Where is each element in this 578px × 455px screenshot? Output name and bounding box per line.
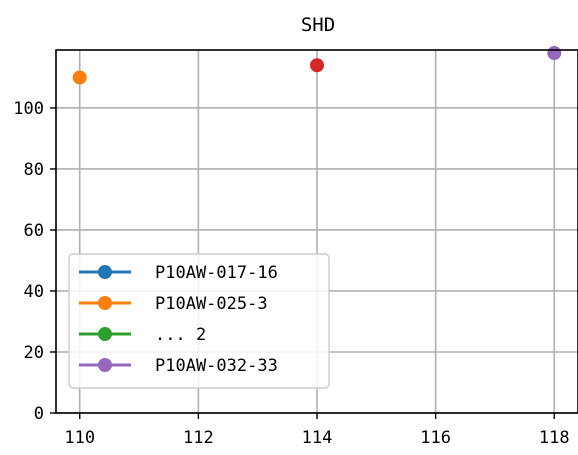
y-tick-label: 80 bbox=[24, 160, 44, 180]
chart-title: SHD bbox=[301, 14, 335, 36]
y-axis-ticks: 0 20 40 60 80 100 bbox=[13, 99, 56, 424]
x-tick-label: 112 bbox=[183, 428, 214, 448]
legend-label: P10AW-025-3 bbox=[155, 294, 268, 314]
y-tick-label: 20 bbox=[24, 343, 44, 363]
y-tick-label: 40 bbox=[24, 282, 44, 302]
legend-label: P10AW-017-16 bbox=[155, 263, 278, 283]
data-point bbox=[547, 46, 562, 61]
legend-label: P10AW-032-33 bbox=[155, 356, 278, 376]
x-tick-label: 116 bbox=[420, 428, 451, 448]
x-tick-label: 118 bbox=[539, 428, 570, 448]
legend-marker bbox=[98, 358, 112, 372]
legend-marker bbox=[98, 265, 112, 279]
data-point bbox=[310, 58, 324, 73]
legend-marker bbox=[98, 296, 112, 310]
legend-label: ... 2 bbox=[155, 325, 206, 345]
x-tick-label: 114 bbox=[302, 428, 333, 448]
y-tick-label: 0 bbox=[34, 404, 44, 424]
data-point bbox=[72, 70, 87, 85]
plot-frame bbox=[55, 49, 578, 414]
legend-marker bbox=[98, 327, 112, 341]
x-axis-ticks: 110 112 114 116 118 bbox=[64, 413, 570, 448]
legend-box bbox=[68, 253, 330, 389]
y-tick-label: 60 bbox=[24, 221, 44, 241]
legend: P10AW-017-16 P10AW-025-3 ... 2 P10AW-032-33 bbox=[68, 253, 330, 389]
y-tick-label: 100 bbox=[13, 99, 44, 119]
x-tick-label: 110 bbox=[64, 428, 95, 448]
